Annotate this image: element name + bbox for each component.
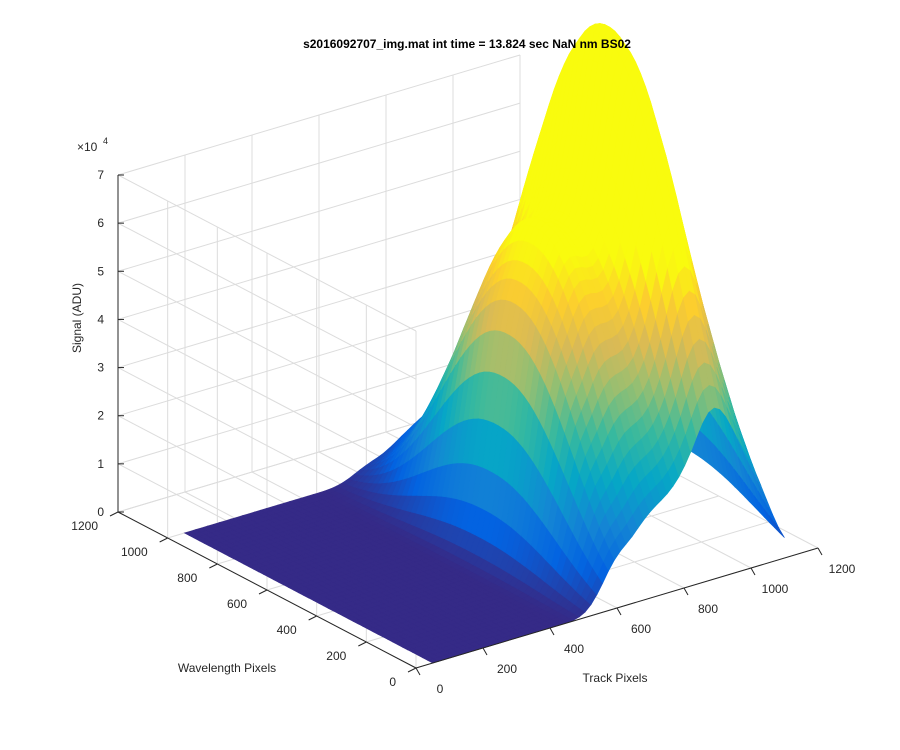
y-tick-label: 1200	[71, 519, 98, 533]
z-axis-label: Signal (ADU)	[70, 283, 84, 353]
z-exponent-label: ×10 4	[77, 136, 108, 154]
x-tick-mark	[415, 667, 421, 676]
y-tick-mark	[407, 667, 417, 673]
x-axis-label: Track Pixels	[583, 671, 648, 685]
surface-mesh	[183, 23, 785, 664]
x-tick-label: 200	[497, 662, 517, 676]
z-tick-label: 1	[97, 457, 104, 471]
x-tick-mark	[616, 607, 622, 616]
x-tick-label: 400	[564, 642, 584, 656]
x-tick-label: 1200	[829, 562, 856, 576]
y-tick-mark	[209, 563, 218, 569]
z-tick-label: 2	[97, 409, 104, 423]
axes: 0 200 400 600 800 1000 1200 0 200 400 600 800 1000 1…	[71, 168, 855, 696]
y-axis-ticks: 0 200 400 600 800 1000 1200	[71, 511, 417, 689]
x-tick-mark	[750, 567, 756, 576]
z-tick-label: 6	[97, 216, 104, 230]
x-tick-label: 800	[698, 602, 718, 616]
y-tick-label: 0	[389, 675, 396, 689]
y-tick-mark	[358, 641, 367, 647]
x-tick-mark	[549, 627, 555, 636]
z-exponent-base: ×10	[77, 140, 98, 154]
y-axis-label: Wavelength Pixels	[178, 661, 276, 675]
x-tick-mark	[482, 647, 488, 656]
y-tick-label: 200	[326, 649, 346, 663]
x-tick-label: 1000	[762, 582, 789, 596]
y-tick-mark	[308, 615, 317, 621]
y-tick-label: 600	[227, 597, 247, 611]
x-tick-mark	[683, 587, 689, 596]
y-tick-label: 400	[277, 623, 297, 637]
z-tick-label: 0	[97, 505, 104, 519]
y-tick-mark	[109, 511, 119, 517]
z-tick-label: 5	[97, 264, 104, 278]
surface-patch	[773, 521, 785, 538]
z-tick-label: 7	[97, 168, 104, 182]
z-tick-label: 3	[97, 361, 104, 375]
x-tick-label: 600	[631, 622, 651, 636]
x-tick-mark	[817, 547, 823, 556]
z-exponent-power: 4	[103, 136, 108, 146]
y-tick-label: 1000	[121, 545, 148, 559]
x-axis-ticks: 0 200 400 600 800 1000 1200	[415, 547, 856, 696]
y-tick-label: 800	[177, 571, 197, 585]
x-tick-label: 0	[437, 682, 444, 696]
chart-title: s2016092707_img.mat int time = 13.824 se…	[303, 37, 631, 51]
y-tick-mark	[258, 589, 268, 595]
z-tick-label: 4	[97, 312, 104, 326]
z-axis-ticks: 0 1 2 3 4 5 6 7	[97, 168, 124, 519]
y-tick-mark	[159, 537, 168, 543]
